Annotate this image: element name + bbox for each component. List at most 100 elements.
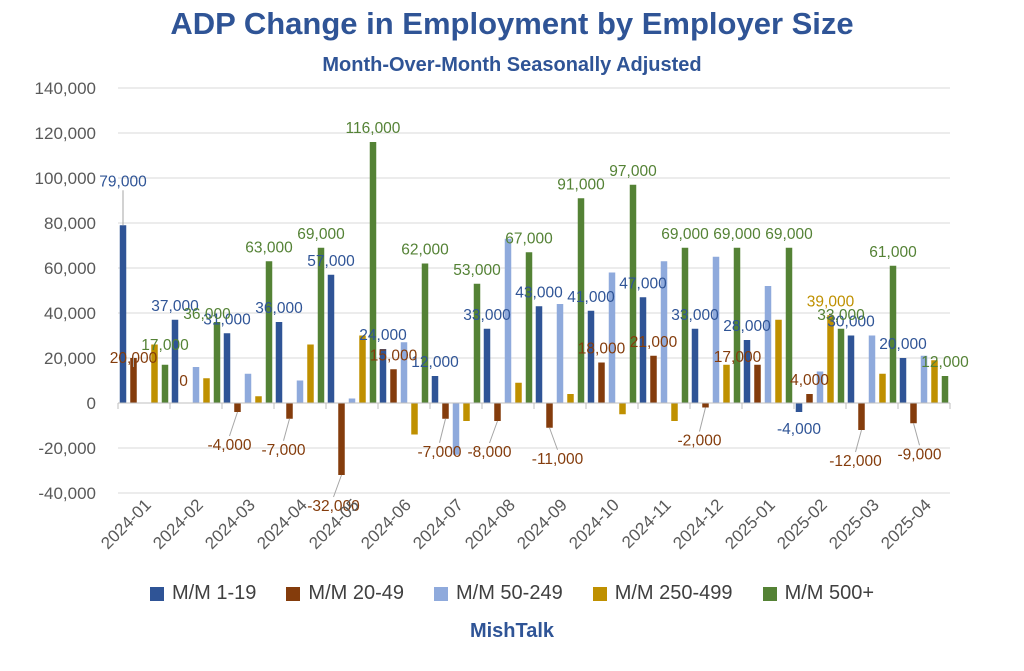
- leader-line: [333, 474, 342, 498]
- bar: [816, 371, 824, 403]
- bar: [733, 247, 741, 403]
- leader-line: [855, 429, 862, 453]
- bar: [681, 247, 689, 403]
- bar: [650, 355, 657, 403]
- legend-swatch: [592, 586, 607, 601]
- y-tick-label: -20,000: [38, 439, 96, 458]
- bar: [307, 344, 314, 403]
- legend-item: M/M 250-499: [592, 582, 733, 605]
- data-label: 91,000: [557, 176, 605, 193]
- bar: [348, 398, 356, 403]
- data-label: 21,000: [630, 334, 678, 351]
- bar: [785, 247, 793, 403]
- data-label: -7,000: [418, 444, 462, 461]
- data-label: 61,000: [869, 244, 917, 261]
- legend: M/M 1-19 M/M 20-49 M/M 50-249 M/M 250-499 M/…: [0, 582, 1024, 605]
- bar: [379, 349, 387, 403]
- x-tick-label: 2024-02: [149, 495, 207, 553]
- chart-subtitle: Month-Over-Month Seasonally Adjusted: [322, 54, 702, 76]
- legend-swatch: [434, 586, 448, 601]
- legend-item: M/M 1-19: [149, 582, 257, 605]
- bar: [411, 403, 418, 435]
- data-label: 30,000: [827, 314, 875, 331]
- bar: [899, 358, 907, 403]
- data-label: -9,000: [898, 446, 942, 463]
- data-label: 57,000: [307, 253, 355, 270]
- legend-item: M/M 500+: [762, 582, 875, 605]
- x-tick-label: 2024-06: [357, 495, 415, 553]
- data-label: 0: [179, 373, 188, 390]
- bar: [619, 403, 626, 415]
- bar: [910, 403, 917, 424]
- data-label: 36,000: [255, 300, 303, 317]
- data-label: 67,000: [505, 230, 553, 247]
- bar: [473, 283, 481, 403]
- bar: [546, 403, 553, 428]
- data-label: 15,000: [370, 347, 418, 364]
- bar: [504, 238, 512, 403]
- data-labels-layer: 79,00037,00031,00036,00057,00024,00012,0…: [99, 120, 969, 515]
- bar: [255, 396, 262, 403]
- data-label: 63,000: [245, 239, 293, 256]
- x-tick-label: 2025-02: [773, 495, 831, 553]
- bar: [775, 319, 782, 403]
- bar: [598, 362, 605, 403]
- x-tick-label: 2024-04: [253, 495, 311, 553]
- chart-plot: -40,000 -20,000 0 20,000 40,000 60,000 80,000 1…: [35, 79, 970, 553]
- data-label: 17,000: [714, 349, 762, 366]
- legend-label: M/M 500+: [784, 582, 875, 604]
- bar: [858, 403, 865, 430]
- bar: [743, 340, 751, 403]
- bar: [847, 335, 855, 403]
- bar: [639, 297, 647, 403]
- x-tick-label: 2024-09: [513, 495, 571, 553]
- bar: [879, 373, 886, 403]
- bar: [338, 403, 345, 475]
- data-label: 43,000: [515, 284, 563, 301]
- y-tick-label: 100,000: [35, 169, 96, 188]
- bar: [806, 394, 813, 403]
- data-label: 33,000: [817, 307, 865, 324]
- bar: [223, 333, 231, 403]
- x-tick-label: 2024-11: [618, 495, 675, 552]
- legend-label: M/M 250-499: [614, 582, 733, 604]
- data-label: 18,000: [578, 341, 626, 358]
- leader-line: [699, 407, 706, 432]
- bar: [171, 319, 179, 403]
- data-label: 69,000: [297, 226, 345, 243]
- leader-line: [439, 418, 446, 443]
- x-tick-label: 2025-01: [721, 495, 779, 553]
- data-label: 39,000: [807, 293, 855, 310]
- data-label: 53,000: [453, 262, 501, 279]
- legend-swatch: [762, 586, 777, 601]
- bar: [827, 315, 834, 403]
- bar: [400, 342, 408, 403]
- bar: [608, 272, 616, 403]
- data-label: 37,000: [151, 298, 199, 315]
- x-tick-label: 2024-12: [669, 495, 727, 553]
- y-axis: -40,000 -20,000 0 20,000 40,000 60,000 80,000 1…: [35, 79, 96, 503]
- bar: [213, 322, 221, 403]
- bar: [161, 364, 169, 403]
- data-label: 69,000: [765, 226, 813, 243]
- x-axis: 2024-012024-022024-032024-042024-052024-…: [97, 402, 951, 553]
- data-label: 31,000: [203, 311, 251, 328]
- bar: [660, 261, 668, 403]
- bar: [941, 376, 949, 403]
- data-label: 4,000: [790, 372, 829, 389]
- legend-label: M/M 1-19: [171, 582, 257, 604]
- x-tick-label: 2024-08: [461, 495, 519, 553]
- data-label: 17,000: [141, 337, 189, 354]
- grid-lines: [118, 87, 950, 494]
- x-tick-label: 2024-10: [565, 495, 623, 553]
- legend-swatch: [149, 586, 164, 601]
- bar: [764, 286, 772, 403]
- bar: [369, 142, 377, 403]
- bar: [515, 382, 522, 403]
- data-label: 12,000: [921, 354, 969, 371]
- data-label: 79,000: [99, 173, 147, 190]
- data-label: -11,000: [532, 451, 584, 468]
- data-label: -7,000: [262, 442, 306, 459]
- bar: [712, 256, 720, 403]
- bar: [431, 376, 439, 403]
